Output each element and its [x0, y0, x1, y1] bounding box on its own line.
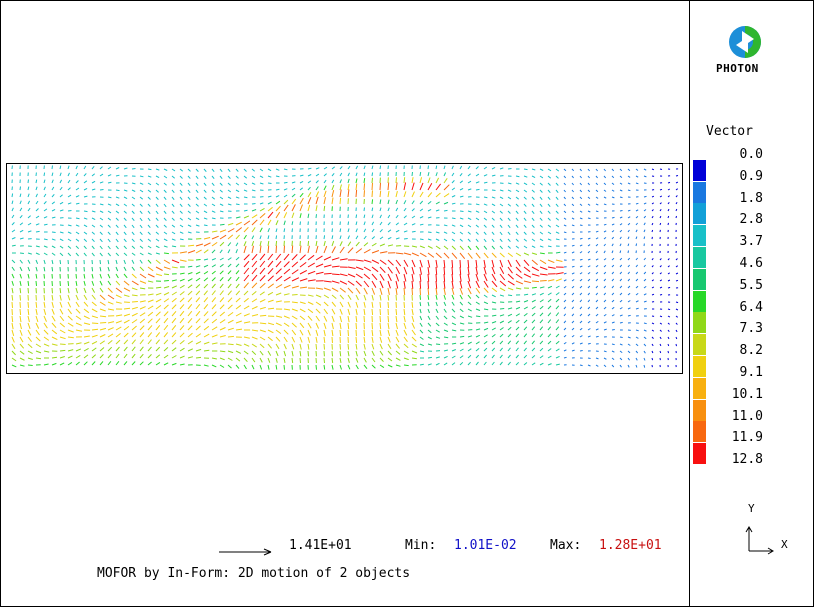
legend-value: 2.8 [739, 212, 763, 228]
legend-entry: 4.6 [693, 247, 813, 291]
legend-entry: 12.8 [693, 443, 813, 487]
legend-value: 4.6 [739, 256, 763, 271]
legend-value: 11.0 [731, 408, 763, 424]
legend-entry: 9.1 [693, 356, 813, 400]
domain-box [6, 163, 683, 374]
legend-value: 3.7 [739, 234, 763, 250]
legend-entry: 7.3 [693, 312, 813, 356]
legend-entry: 6.4 [693, 290, 813, 335]
legend-swatch [693, 290, 706, 312]
axis-x-label: X [781, 538, 788, 551]
axis-triad-icon [745, 526, 774, 555]
legend-entry: 10.1 [693, 377, 813, 422]
vector-arrows [11, 177, 538, 364]
legend-entry: 1.8 [693, 181, 813, 226]
caption: MOFOR by In-Form: 2D motion of 2 objects [97, 566, 411, 581]
vector-arrows [11, 177, 562, 343]
legend-entry: 5.5 [693, 268, 813, 313]
legend-value: 9.1 [739, 365, 763, 380]
legend-entry: 2.8 [693, 203, 813, 247]
vector-arrows [563, 168, 647, 368]
legend-value: 5.5 [739, 277, 763, 293]
vector-arrows [99, 182, 555, 301]
legend-swatch [693, 159, 706, 181]
vector-arrows [99, 183, 563, 306]
photon-logo-icon [729, 26, 761, 58]
legend-value: 0.9 [739, 168, 763, 184]
legend-value: 11.9 [731, 430, 763, 446]
legend-value: 12.8 [731, 452, 763, 468]
legend-swatch [693, 334, 706, 356]
legend-entry: 11.9 [693, 421, 813, 465]
max-label: Max: [550, 538, 582, 553]
legend-swatch [693, 181, 706, 203]
legend-value: 0.0 [739, 147, 763, 162]
vector-arrows [11, 178, 553, 370]
vector-arrows [11, 165, 560, 249]
legend-swatch [693, 268, 706, 290]
legend-swatch [693, 247, 706, 268]
legend-swatch [693, 225, 706, 247]
legend-entry: 0.9 [693, 159, 813, 204]
vector-arrows [11, 178, 561, 347]
logo-text: PHOTON [716, 62, 759, 75]
legend-value: 7.3 [739, 321, 763, 337]
vector-field [11, 165, 679, 370]
min-value: 1.01E-02 [454, 538, 517, 553]
scale-arrow-icon [219, 548, 272, 556]
vector-arrows [11, 177, 522, 350]
legend-swatch [693, 399, 706, 421]
min-label: Min: [405, 538, 437, 553]
legend-swatch [693, 203, 706, 225]
legend-value: 6.4 [739, 299, 763, 315]
vector-arrows [171, 182, 564, 289]
legend-value: 10.1 [731, 386, 763, 402]
legend-entry: 11.0 [693, 399, 813, 444]
legend-swatch [693, 443, 706, 465]
legend-swatch [693, 356, 706, 377]
legend-entry: 8.2 [693, 334, 813, 378]
legend-value: 8.2 [739, 343, 763, 359]
vector-arrows [107, 182, 538, 300]
legend-value: 1.8 [739, 190, 763, 206]
legend-entry: 0.0 [693, 147, 813, 182]
scale-value: 1.41E+01 [289, 538, 352, 553]
legend-swatch [693, 421, 706, 443]
legend-swatch [693, 377, 706, 399]
vector-arrows [11, 171, 560, 366]
axis-y-label: Y [748, 502, 755, 515]
vector-arrows [651, 168, 679, 368]
legend-title: Vector [706, 124, 753, 139]
legend-entry: 3.7 [693, 225, 813, 269]
max-value: 1.28E+01 [599, 538, 662, 553]
legend-swatch [693, 312, 706, 334]
